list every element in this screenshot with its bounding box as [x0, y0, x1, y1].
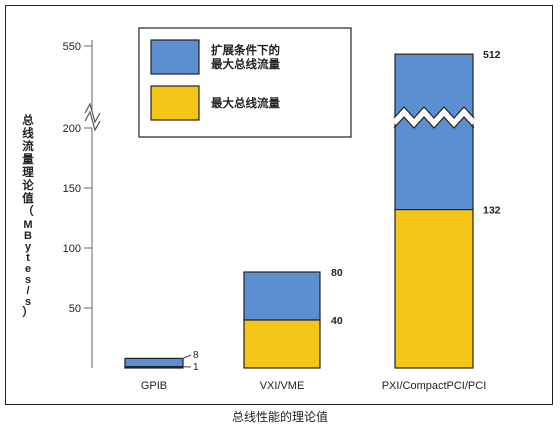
value-label: 1	[193, 362, 199, 373]
y-axis-label: 值	[22, 191, 34, 205]
y-tick-label: 50	[69, 303, 81, 315]
value-label: 512	[483, 49, 501, 61]
y-tick-label: 200	[63, 123, 81, 135]
legend-label: 最大总线流量	[211, 96, 280, 110]
bar-break-mark	[393, 106, 475, 119]
legend-label: 扩展条件下的	[211, 43, 280, 57]
y-axis-label: 总	[22, 113, 34, 127]
y-tick-label: 100	[63, 243, 81, 255]
y-axis-label: 量	[22, 152, 34, 166]
legend-label: 最大总线流量	[211, 57, 280, 71]
bar-break-mark	[393, 116, 475, 129]
bar-extended	[124, 357, 184, 368]
y-axis-label: /	[26, 285, 29, 297]
value-label: 80	[331, 267, 343, 279]
y-axis-label: s	[25, 274, 31, 286]
bar-max	[243, 319, 321, 369]
y-axis-label: 理	[22, 166, 34, 179]
y-axis-label: 流	[22, 139, 34, 153]
bar-max	[394, 209, 474, 369]
y-axis-label: ）	[22, 305, 34, 319]
chart-caption: 总线性能的理论值	[231, 410, 328, 424]
bar-max	[124, 366, 184, 369]
y-tick-label: 550	[63, 41, 81, 53]
value-label: 132	[483, 205, 501, 217]
value-label: 8	[193, 350, 199, 361]
value-leader	[182, 354, 192, 359]
x-tick-label: VXI/VME	[260, 380, 305, 392]
x-tick-label: GPIB	[141, 380, 167, 392]
y-axis-label: M	[23, 219, 32, 231]
y-axis-label: y	[25, 241, 32, 253]
y-axis-label: e	[25, 263, 31, 275]
bar-extended	[394, 53, 474, 211]
y-axis-break-mark	[84, 102, 101, 124]
bar-break-gap	[391, 107, 477, 128]
y-axis-break-mark	[84, 110, 101, 132]
bar-extended	[243, 271, 321, 321]
y-axis-label: 线	[22, 126, 34, 140]
value-label: 40	[331, 315, 343, 327]
y-axis-label: 论	[22, 178, 34, 192]
y-tick-label: 150	[63, 183, 81, 195]
legend-swatch	[150, 85, 200, 121]
y-axis-label: t	[26, 252, 30, 264]
y-axis-label: B	[24, 230, 32, 242]
x-tick-label: PXI/CompactPCI/PCI	[382, 380, 487, 392]
y-axis-label: （	[22, 204, 34, 218]
y-axis-label: s	[25, 296, 31, 308]
legend-swatch	[150, 39, 200, 75]
